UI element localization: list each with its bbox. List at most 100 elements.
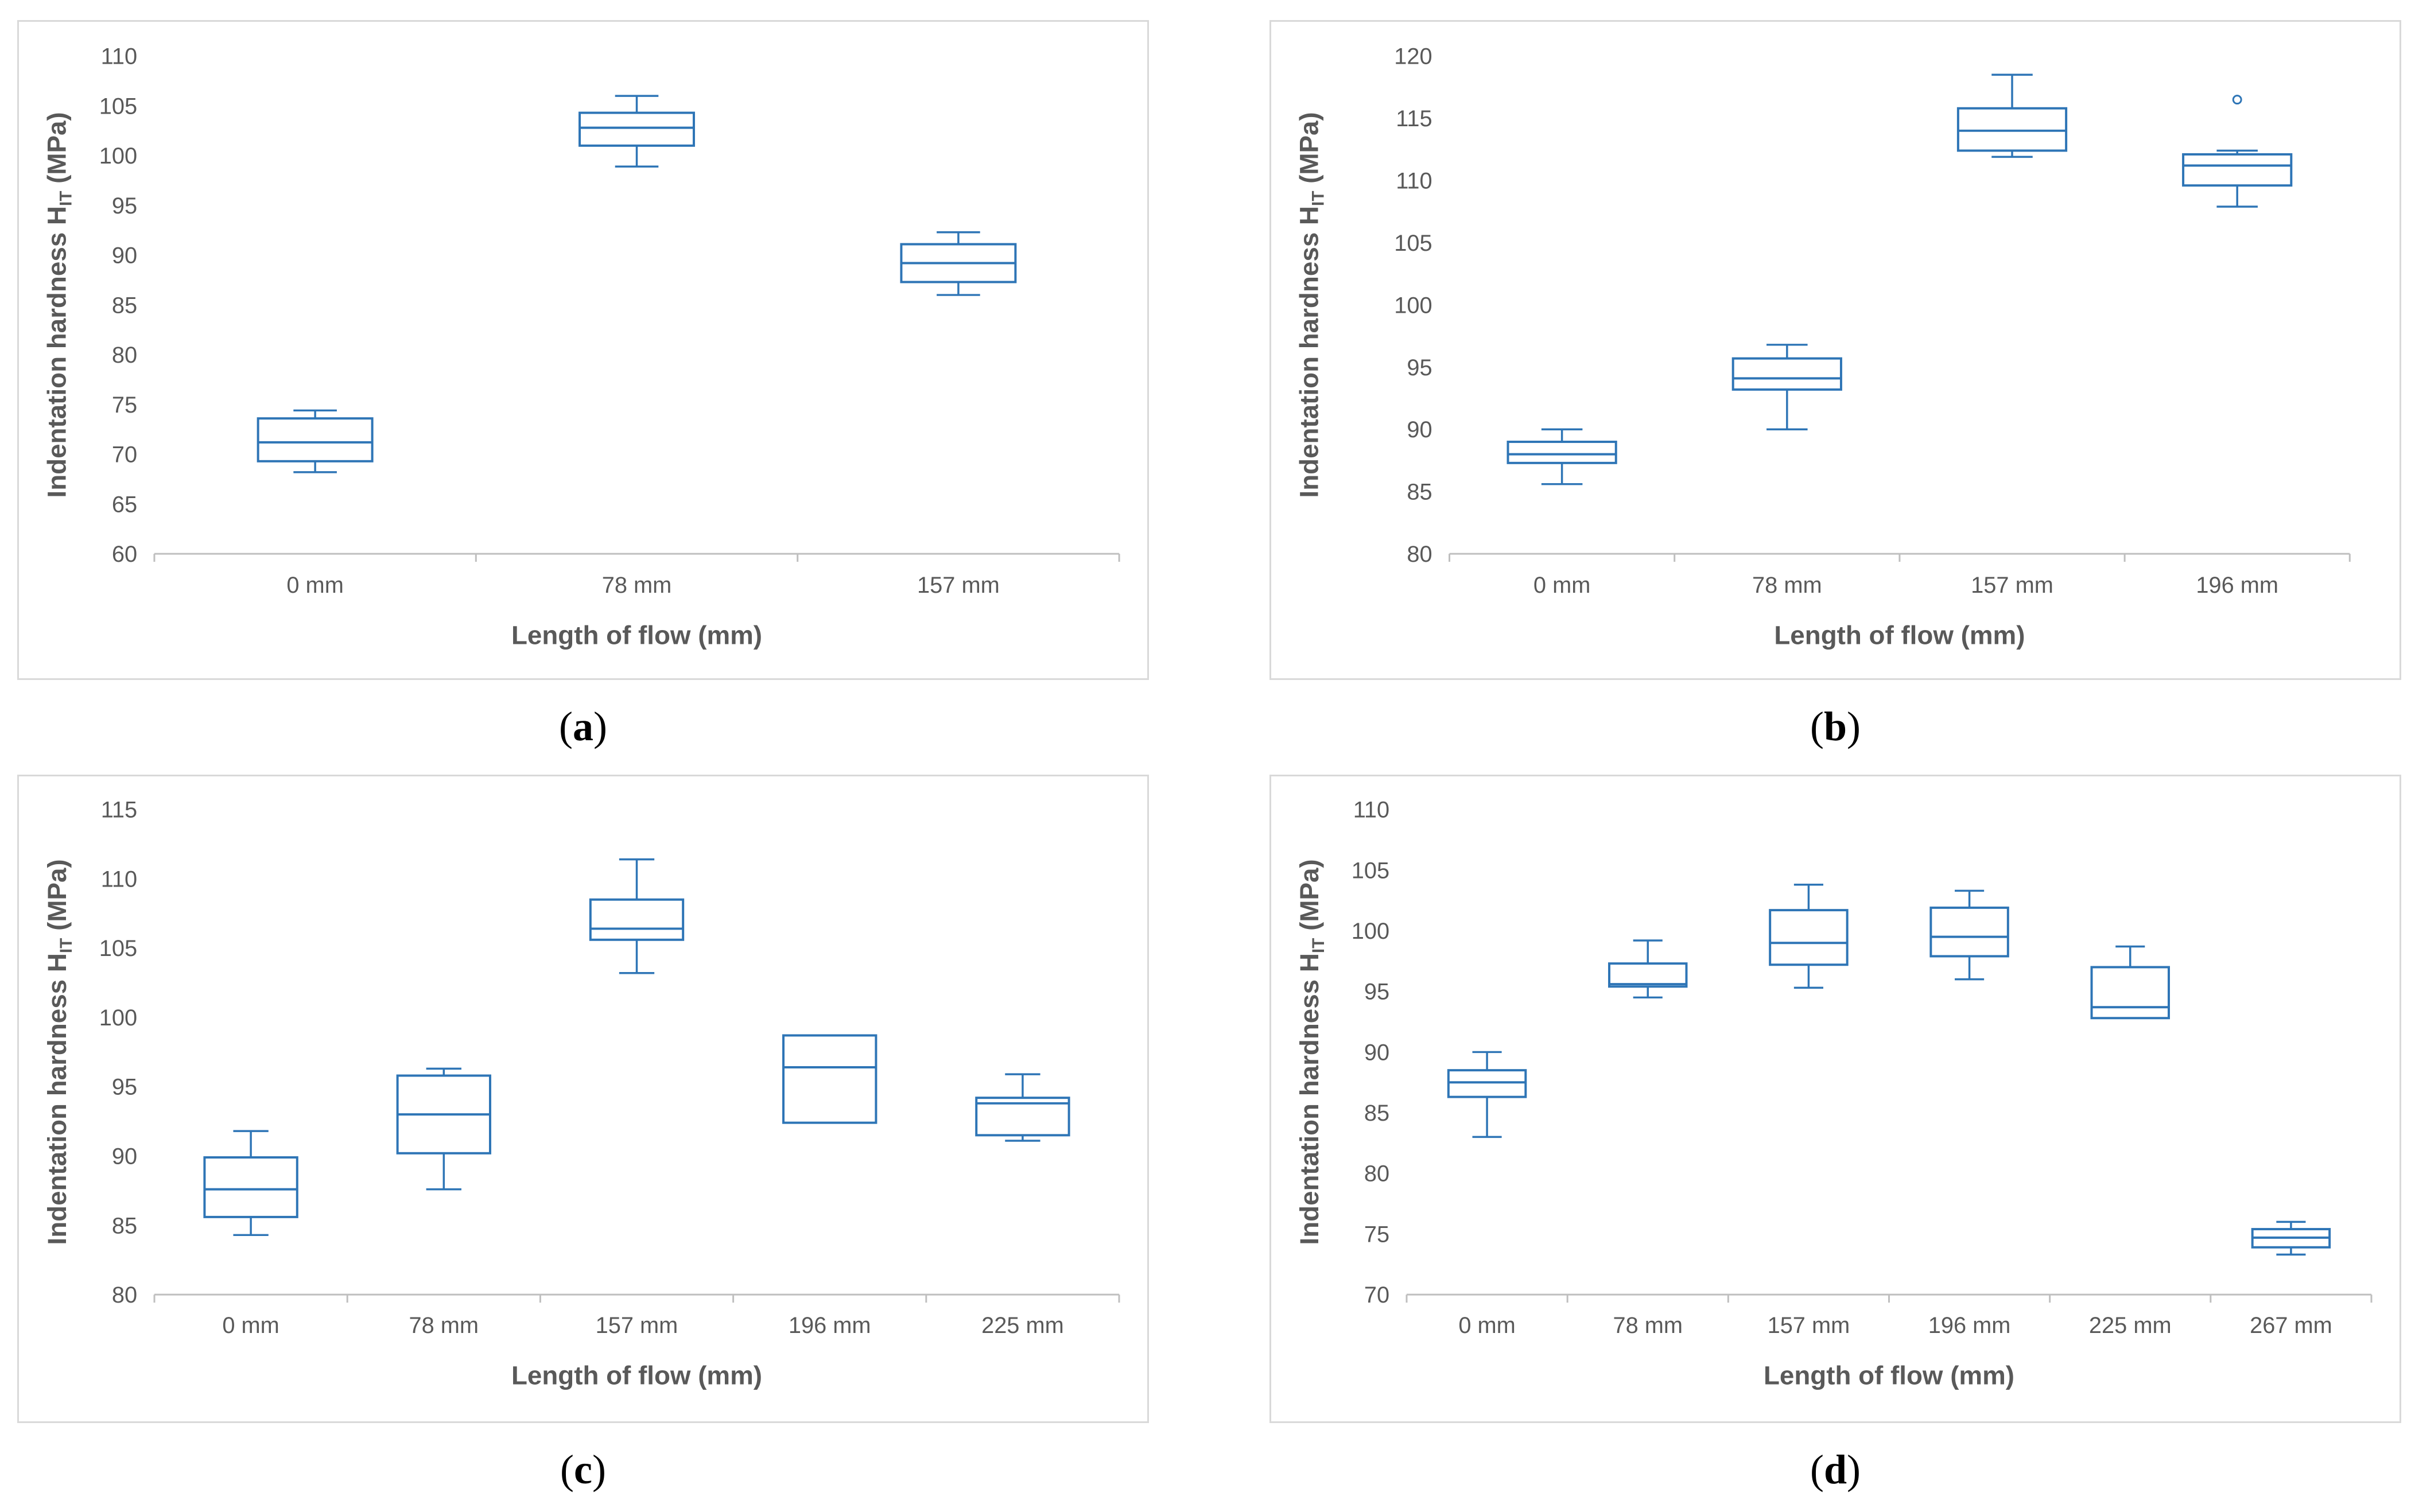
x-tick-label: 78 mm	[1752, 573, 1822, 598]
caption-d-letter: d	[1823, 1447, 1847, 1492]
x-tick-label: 267 mm	[2250, 1313, 2332, 1338]
y-axis-title-main: Indentation hardness H	[42, 206, 72, 497]
box-plot-225-mm	[2090, 945, 2170, 1020]
y-axis-title-unit: (MPa)	[42, 859, 72, 938]
x-tick-label: 78 mm	[1613, 1313, 1683, 1338]
box-iqr	[782, 1034, 878, 1124]
caption-b: (b)	[1810, 703, 1861, 749]
x-tick-label: 78 mm	[409, 1313, 479, 1338]
box-iqr	[1956, 107, 2068, 152]
y-tick-label: 95	[112, 1075, 137, 1100]
x-tick-label: 0 mm	[222, 1313, 279, 1338]
y-tick-label: 85	[112, 1213, 137, 1238]
x-tick-label: 157 mm	[1768, 1313, 1850, 1338]
y-tick-label: 65	[112, 492, 137, 517]
y-tick-label: 100	[1394, 293, 1432, 318]
y-tick-label: 110	[1396, 168, 1432, 193]
y-axis-title: Indentation hardness HIT (MPa)	[1295, 112, 1328, 497]
y-axis-title-main: Indentation hardness H	[1295, 953, 1324, 1245]
y-tick-label: 90	[112, 1144, 137, 1169]
box-plot-78-mm	[578, 95, 695, 168]
y-tick-label: 75	[1364, 1222, 1389, 1247]
x-axis-title: Length of flow (mm)	[511, 1361, 762, 1390]
y-tick-label: 110	[101, 866, 137, 892]
chart-b-svg: 80 85 90 95 100 105 110 115 120 0 mm 78 mm 157 mm 19…	[1295, 44, 2351, 650]
box-iqr	[1769, 909, 1849, 966]
y-tick-label: 105	[99, 94, 137, 119]
chart-panel-a: 60 65 70 75 80 85 90 95 100 105 110 0 mm 78 mm 157 mm…	[17, 20, 1149, 680]
box-iqr	[1608, 962, 1688, 988]
caption-d: (d)	[1810, 1447, 1861, 1492]
box-plot-78-mm	[1608, 939, 1688, 999]
box-plot-267-mm	[2251, 1221, 2331, 1256]
outlier-point	[2232, 95, 2242, 105]
x-tick-label: 0 mm	[286, 573, 343, 598]
caption-a-letter: a	[573, 703, 593, 749]
box-iqr	[2090, 966, 2170, 1020]
x-axis-title: Length of flow (mm)	[511, 620, 762, 650]
x-tick-label: 157 mm	[596, 1313, 678, 1338]
box-plot-0-mm	[257, 409, 374, 473]
x-axis-title: Length of flow (mm)	[1774, 620, 2025, 650]
y-tick-label: 90	[112, 243, 137, 269]
box-plot-157-mm	[1769, 884, 1849, 989]
x-tick-label: 157 mm	[917, 573, 1000, 598]
box-iqr	[589, 898, 685, 941]
y-axis-title-subscript: IT	[1309, 938, 1328, 954]
y-tick-label: 60	[112, 542, 137, 567]
box-plot-196-mm	[2182, 95, 2293, 208]
x-tick-label: 0 mm	[1533, 573, 1590, 598]
y-tick-label: 90	[1364, 1040, 1389, 1065]
y-tick-label: 85	[1364, 1101, 1389, 1126]
y-axis-title: Indentation hardness HIT (MPa)	[42, 112, 76, 497]
y-tick-label: 80	[1364, 1161, 1389, 1187]
caption-a: (a)	[559, 703, 607, 749]
y-tick-label: 75	[112, 392, 137, 418]
y-tick-label: 70	[112, 442, 137, 468]
box-plot-196-mm	[1929, 889, 2009, 981]
box-iqr	[1731, 357, 1842, 391]
chart-panel-c: 80 85 90 95 100 105 110 115 0 mm 78 mm 157 mm 196 m…	[17, 775, 1149, 1423]
x-tick-label: 0 mm	[1458, 1313, 1515, 1338]
box-plot-0-mm	[1507, 428, 1617, 485]
y-tick-label: 80	[112, 343, 137, 368]
chart-panel-d: 70 75 80 85 90 95 100 105 110 0 mm 78 mm 157 mm 196 …	[1269, 775, 2401, 1423]
y-tick-label: 120	[1394, 44, 1432, 69]
y-axis-title-unit: (MPa)	[1295, 859, 1324, 938]
y-tick-label: 115	[101, 798, 137, 823]
chart-c-svg: 80 85 90 95 100 105 110 115 0 mm 78 mm 157 mm 196 m…	[42, 798, 1120, 1390]
x-tick-label: 225 mm	[2089, 1313, 2172, 1338]
box-plot-225-mm	[975, 1073, 1070, 1142]
x-tick-label: 196 mm	[789, 1313, 871, 1338]
y-tick-label: 85	[1407, 480, 1432, 505]
y-axis-title: Indentation hardness HIT (MPa)	[1295, 859, 1328, 1245]
chart-panel-b: 80 85 90 95 100 105 110 115 120 0 mm 78 mm 157 mm 19…	[1269, 20, 2401, 680]
y-tick-label: 105	[1352, 858, 1389, 883]
y-tick-label: 105	[1394, 231, 1432, 256]
box-plot-196-mm	[782, 1034, 878, 1124]
x-tick-label: 196 mm	[1928, 1313, 2011, 1338]
y-tick-label: 80	[1407, 542, 1432, 567]
box-plot-0-mm	[1447, 1051, 1527, 1138]
box-iqr	[203, 1156, 298, 1218]
x-tick-label: 196 mm	[2196, 573, 2278, 598]
box-iqr	[2182, 153, 2293, 187]
chart-d-svg: 70 75 80 85 90 95 100 105 110 0 mm 78 mm 157 mm 196 …	[1295, 798, 2373, 1390]
caption-c-letter: c	[574, 1447, 592, 1492]
y-tick-label: 100	[99, 143, 137, 169]
chart-a-svg: 60 65 70 75 80 85 90 95 100 105 110 0 mm 78 mm 157 mm…	[42, 44, 1120, 650]
y-tick-label: 115	[1396, 106, 1432, 131]
y-axis-title-unit: (MPa)	[42, 112, 72, 191]
y-axis-title-unit: (MPa)	[1295, 112, 1324, 191]
y-tick-label: 90	[1407, 417, 1432, 442]
x-tick-label: 78 mm	[602, 573, 672, 598]
y-axis-title-subscript: IT	[1309, 191, 1328, 207]
y-tick-label: 85	[112, 293, 137, 318]
y-tick-label: 105	[99, 936, 137, 961]
box-plot-78-mm	[1731, 344, 1842, 431]
y-tick-label: 95	[112, 193, 137, 219]
y-tick-label: 100	[1352, 919, 1389, 944]
x-axis-title: Length of flow (mm)	[1764, 1361, 2014, 1390]
y-axis-title: Indentation hardness HIT (MPa)	[42, 859, 76, 1245]
box-iqr	[1507, 440, 1617, 464]
